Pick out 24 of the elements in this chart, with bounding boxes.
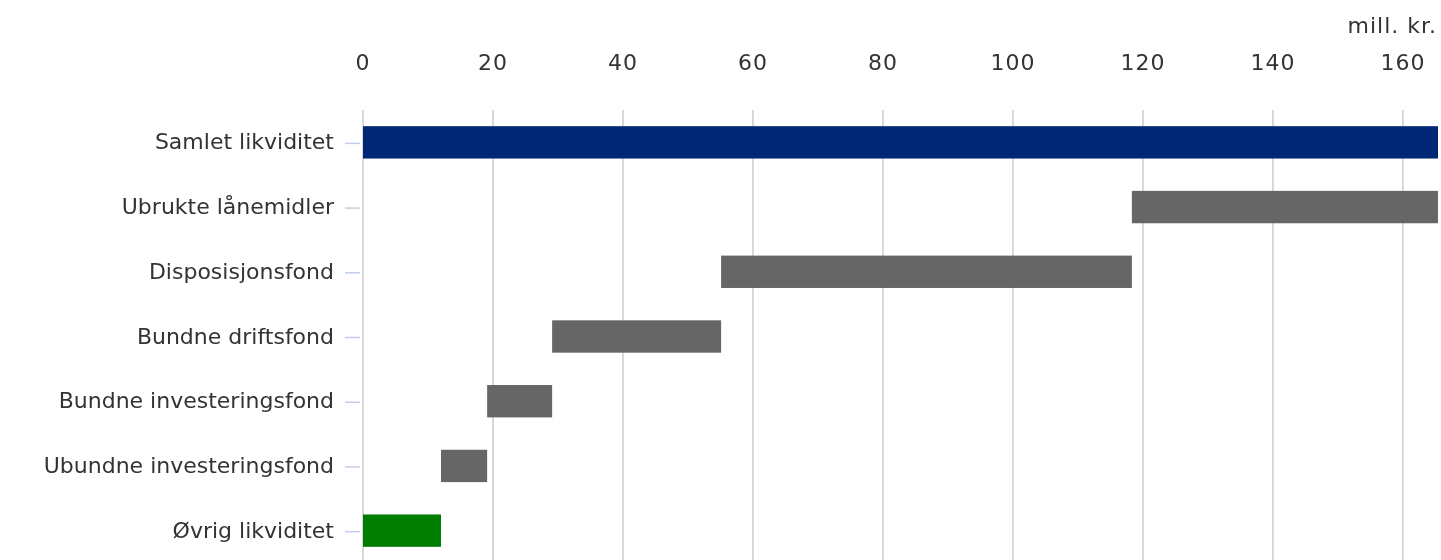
x-tick-label: 0 (355, 50, 371, 75)
x-tick-label: 160 (1380, 50, 1426, 75)
bar (1131, 190, 1438, 224)
y-tick-label: Ubrukte lånemidler (121, 194, 335, 220)
bar (487, 385, 553, 418)
bar (552, 320, 722, 353)
bar (363, 514, 441, 547)
y-tick-label: Bundne investeringsfond (58, 388, 334, 414)
x-tick-label: 100 (990, 50, 1036, 75)
x-tick-label: 140 (1250, 50, 1296, 75)
x-axis-title: mill. kr. (1347, 13, 1437, 38)
bar (440, 449, 488, 483)
x-tick-label: 60 (737, 50, 768, 75)
y-tick-label: Øvrig likviditet (172, 517, 335, 543)
y-tick-label: Samlet likviditet (154, 129, 335, 155)
x-tick-label: 40 (607, 50, 638, 75)
x-tick-label: 120 (1120, 50, 1166, 75)
bar (363, 126, 1438, 159)
y-tick-label: Ubundne investeringsfond (43, 452, 334, 478)
x-tick-label: 20 (477, 50, 508, 75)
y-tick-label: Bundne driftsfond (136, 323, 334, 349)
x-tick-label: 80 (867, 50, 898, 75)
bar (721, 255, 1132, 288)
y-tick-label: Disposisjonsfond (148, 258, 334, 284)
